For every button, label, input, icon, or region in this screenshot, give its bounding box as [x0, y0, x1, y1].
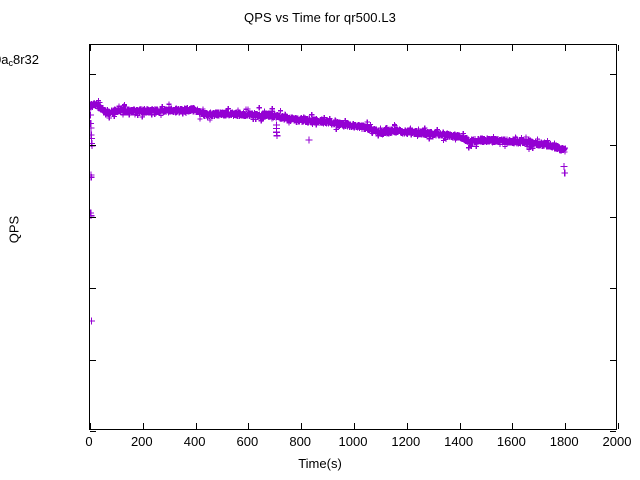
- y-tick-mark: [610, 216, 616, 218]
- y-axis-label: QPS: [6, 215, 22, 244]
- y-tick-mark: [610, 359, 616, 361]
- y-tick-mark: [90, 359, 96, 361]
- y-tick-mark: [610, 145, 616, 147]
- x-tick-label: 1000: [338, 434, 368, 449]
- x-tick-mark: [195, 423, 197, 429]
- x-tick-mark: [459, 45, 461, 51]
- x-tick-mark: [618, 423, 619, 429]
- y-tick-mark: [90, 73, 96, 75]
- x-tick-mark: [406, 45, 408, 51]
- x-tick-mark: [406, 423, 408, 429]
- y-tick-mark: [610, 431, 616, 432]
- x-tick-mark: [248, 423, 250, 429]
- x-tick-label: 400: [183, 434, 206, 449]
- y-tick-mark: [610, 288, 616, 290]
- y-tick-mark: [90, 288, 96, 290]
- legend-part-2: 2nofp.cx10a: [0, 52, 9, 67]
- x-tick-label: 1200: [391, 434, 421, 449]
- legend-subscript-2: c: [8, 58, 13, 68]
- x-tick-mark: [301, 423, 303, 429]
- x-tick-label: 600: [236, 434, 259, 449]
- x-tick-mark: [90, 423, 91, 429]
- plot-area: [89, 44, 619, 432]
- x-tick-mark: [142, 423, 144, 429]
- x-tick-mark: [565, 423, 567, 429]
- x-tick-mark: [301, 45, 303, 51]
- chart-title: QPS vs Time for qr500.L3: [244, 10, 396, 25]
- x-tick-mark: [90, 45, 91, 51]
- x-tick-mark: [195, 45, 197, 51]
- x-tick-mark: [354, 423, 355, 429]
- scatter-plot-points: [90, 97, 569, 325]
- x-tick-label: 1800: [549, 434, 579, 449]
- x-tick-label: 0: [85, 434, 93, 449]
- x-tick-label: 1400: [444, 434, 474, 449]
- x-tick-mark: [354, 45, 355, 51]
- y-tick-mark: [90, 431, 96, 432]
- x-tick-mark: [142, 45, 144, 51]
- x-tick-mark: [618, 45, 619, 51]
- x-axis-label: Time(s): [298, 456, 342, 471]
- x-tick-mark: [512, 423, 514, 429]
- x-tick-label: 200: [130, 434, 153, 449]
- x-tick-mark: [248, 45, 250, 51]
- x-tick-label: 800: [289, 434, 312, 449]
- x-tick-label: 2000: [602, 434, 632, 449]
- y-tick-mark: [610, 73, 616, 75]
- y-tick-mark: [90, 145, 96, 147]
- x-tick-label: 1600: [496, 434, 526, 449]
- y-tick-mark: [90, 216, 96, 218]
- legend-entry-label: pg175o2nofp.cx10ac8r32: [0, 52, 39, 68]
- legend-part-3: 8r32: [12, 52, 39, 67]
- x-tick-mark: [565, 45, 567, 51]
- x-tick-mark: [459, 423, 461, 429]
- x-tick-mark: [512, 45, 514, 51]
